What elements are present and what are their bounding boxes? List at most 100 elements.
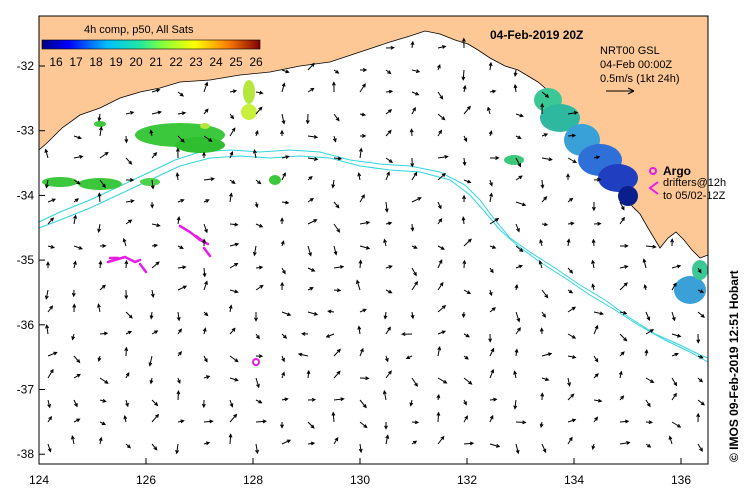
colorbar-ticks: 16 17 18 19 20 21 22 23 24 25 26 [49, 55, 263, 69]
current-arrow [203, 375, 211, 380]
current-arrow [489, 245, 497, 249]
current-arrow [45, 179, 49, 189]
current-arrow [281, 333, 288, 339]
lon-tick-label: 134 [564, 473, 584, 487]
current-arrow [437, 129, 442, 137]
current-arrow [229, 127, 236, 137]
current-arrow [358, 259, 363, 269]
current-arrow [540, 102, 545, 115]
current-arrow [331, 179, 336, 189]
current-arrow [541, 311, 547, 318]
current-arrow [175, 147, 180, 159]
drifter-legend-line1: drifters@12h [663, 177, 726, 189]
current-arrow [281, 355, 285, 363]
current-arrow [644, 349, 649, 357]
current-arrow [254, 312, 258, 322]
current-arrow [73, 260, 77, 269]
current-arrow [513, 399, 518, 410]
current-arrow [619, 216, 625, 225]
current-arrow [437, 217, 443, 225]
current-arrow [73, 135, 82, 140]
current-arrow [229, 150, 234, 159]
current-arrow [488, 61, 493, 71]
current-arrow [97, 303, 101, 313]
current-arrow [73, 198, 79, 203]
current-arrow [281, 113, 286, 125]
current-arrow [411, 420, 420, 425]
current-arrow [359, 220, 371, 225]
current-arrow [254, 201, 259, 209]
colorbar-tick-label: 19 [109, 55, 123, 69]
current-arrow [513, 370, 517, 379]
current-arrow [255, 265, 264, 270]
current-arrow [73, 399, 78, 408]
current-arrow [307, 267, 316, 272]
current-arrow [124, 259, 129, 269]
current-arrow [619, 419, 630, 424]
current-arrow [125, 372, 130, 379]
current-arrow [697, 377, 704, 383]
current-arrow [125, 199, 135, 204]
current-arrow [359, 347, 364, 357]
current-arrow [567, 221, 575, 226]
current-arrow [333, 69, 340, 74]
model-label: NRT00 GSL [600, 45, 660, 57]
current-arrow [515, 443, 520, 455]
current-arrow [539, 238, 543, 247]
current-arrow [229, 289, 239, 294]
current-arrow [489, 347, 495, 357]
current-arrow [541, 222, 549, 227]
current-arrow [567, 197, 574, 203]
current-arrow [255, 179, 262, 185]
current-arrow [567, 377, 571, 387]
colorbar: 4h comp, p50, All Sats 16 17 18 19 20 21 22 23 2… [41, 24, 263, 69]
current-arrow [47, 198, 57, 203]
current-arrow [150, 201, 155, 209]
current-arrow [541, 133, 549, 137]
current-arrow [593, 324, 599, 335]
current-arrow [125, 330, 133, 335]
current-arrow [281, 172, 286, 181]
current-arrow [591, 259, 595, 269]
current-arrow [281, 397, 289, 402]
current-arrow [123, 415, 128, 423]
current-arrow [99, 151, 109, 159]
current-arrow [359, 194, 365, 203]
current-arrow [411, 267, 417, 277]
current-arrow [436, 411, 441, 423]
current-arrow [539, 421, 544, 429]
current-arrow [99, 284, 106, 291]
current-arrow [333, 201, 340, 209]
current-arrow [47, 368, 54, 379]
current-arrow [255, 443, 259, 455]
current-vectors [44, 37, 705, 455]
current-arrow [619, 201, 625, 211]
current-arrow [514, 283, 519, 291]
current-arrow [71, 333, 76, 341]
current-arrow [538, 260, 543, 269]
current-arrow [359, 399, 367, 409]
current-arrow [280, 129, 284, 136]
current-arrow [385, 129, 392, 137]
current-arrow [254, 130, 259, 137]
current-arrow [437, 64, 441, 71]
current-arrow [73, 418, 81, 423]
current-arrow [488, 130, 493, 137]
current-arrow [384, 422, 388, 430]
current-arrow [203, 280, 208, 291]
current-arrow [307, 175, 313, 181]
current-arrow [333, 370, 341, 379]
current-arrow [489, 307, 496, 313]
current-arrow [203, 81, 209, 93]
current-arrow [203, 419, 214, 424]
current-arrow [671, 333, 682, 338]
current-arrow [645, 244, 657, 249]
current-arrow [307, 421, 315, 429]
current-arrow [411, 197, 422, 203]
current-arrow [99, 421, 107, 425]
current-arrow [619, 441, 631, 445]
current-arrow [357, 325, 362, 335]
current-arrow [228, 433, 233, 445]
current-arrow [255, 419, 268, 424]
current-arrow [99, 377, 109, 384]
